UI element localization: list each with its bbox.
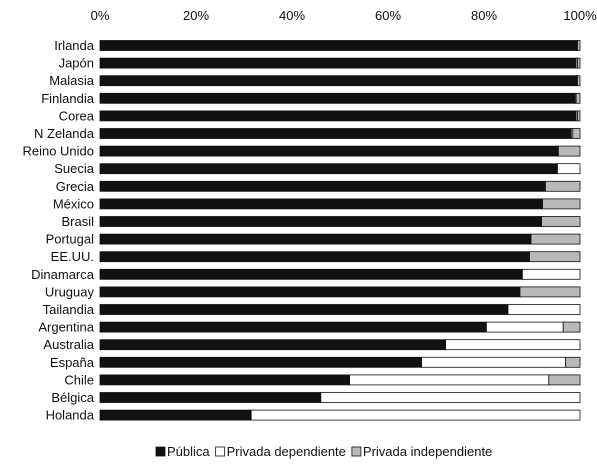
x-tick-label: 60% [375,8,401,23]
y-category-label: EE.UU. [51,249,94,264]
bar-segment-publica [99,40,578,51]
bar-segment-publica [99,268,523,280]
y-category-label: Australia [43,337,94,352]
bar-segment-publica [99,57,577,69]
bar-segment-privada-independiente [572,128,581,139]
bar-segment-privada-dependiente [485,321,564,333]
bar-segment-privada-independiente [577,40,581,51]
y-category-label: Holanda [46,408,95,423]
legend-swatch [155,446,166,457]
y-category-label: España [50,355,95,370]
bar-segment-publica [99,286,521,298]
bar-segment-privada-dependiente [421,356,567,368]
bar-segment-publica [99,374,351,386]
y-category-label: Argentina [38,320,94,335]
bar-segment-privada-independiente [562,321,581,333]
bar-segment-publica [99,392,322,403]
bar-segment-publica [99,75,578,87]
y-category-label: Tailandia [43,302,95,317]
y-category-label: Chile [64,372,94,387]
y-category-label: Irlanda [54,38,95,53]
y-category-label: N Zelanda [34,126,95,141]
y-category-label: Reino Unido [22,144,94,159]
bar-segment-privada-dependiente [250,409,581,421]
bar-segment-publica [99,198,543,210]
bar-segment-privada-independiente [575,92,581,104]
y-category-label: Japón [59,56,94,71]
y-category-label: Malasia [49,73,95,88]
y-category-label: Finlandia [41,91,95,106]
legend-swatch [215,446,226,457]
bar-segment-privada-independiente [542,198,581,210]
bar-segment-privada-dependiente [445,339,581,351]
y-category-label: Brasil [61,214,94,229]
y-category-label: Dinamarca [31,267,95,282]
y-category-label: Uruguay [45,284,95,299]
bar-segment-publica [99,356,423,368]
x-tick-label: 0% [91,8,110,23]
y-category-label: Corea [59,108,95,123]
bar-segment-publica [99,339,447,351]
bar-segment-publica [99,233,532,245]
bar-segment-privada-independiente [558,145,581,157]
bar-segment-publica [99,409,252,421]
bar-segment-privada-independiente [519,286,581,298]
legend-label: Privada dependiente [227,444,346,459]
bar-segment-privada-independiente [530,233,581,245]
bar-segment-privada-dependiente [320,392,581,403]
x-tick-label: 20% [183,8,209,23]
bar-segment-privada-independiente [529,251,581,263]
bar-segment-privada-independiente [545,180,581,192]
x-tick-label: 40% [279,8,305,23]
legend-label: Privada independiente [363,444,492,459]
bar-segment-privada-independiente [548,374,581,386]
y-category-label: Suecia [54,161,95,176]
bar-segment-privada-independiente [577,57,581,69]
bar-segment-publica [99,304,509,315]
x-tick-label: 100% [563,8,597,23]
bar-segment-privada-dependiente [349,374,550,386]
bar-segment-privada-independiente [577,110,581,122]
bar-segment-publica [99,128,572,139]
y-category-label: Bélgica [51,390,94,405]
y-category-label: México [53,196,94,211]
bar-segment-publica [99,321,487,333]
bar-segment-privada-independiente [565,356,581,368]
y-category-label: Grecia [56,179,95,194]
bar-segment-privada-independiente [577,75,581,87]
bar-segment-publica [99,92,576,104]
bar-segment-privada-dependiente [522,268,581,280]
bar-segment-publica [99,110,577,122]
bar-segment-privada-independiente [541,216,581,227]
bar-segment-publica [99,180,546,192]
legend-swatch [351,446,362,457]
bar-segment-publica [99,216,543,227]
legend-label: Pública [167,444,210,459]
x-tick-label: 80% [471,8,497,23]
bar-segment-privada-dependiente [507,304,581,315]
bar-segment-publica [99,145,559,157]
bar-segment-publica [99,251,531,263]
y-category-label: Portugal [46,232,95,247]
bar-segment-privada-dependiente [557,163,581,175]
bar-segment-publica [99,163,558,175]
